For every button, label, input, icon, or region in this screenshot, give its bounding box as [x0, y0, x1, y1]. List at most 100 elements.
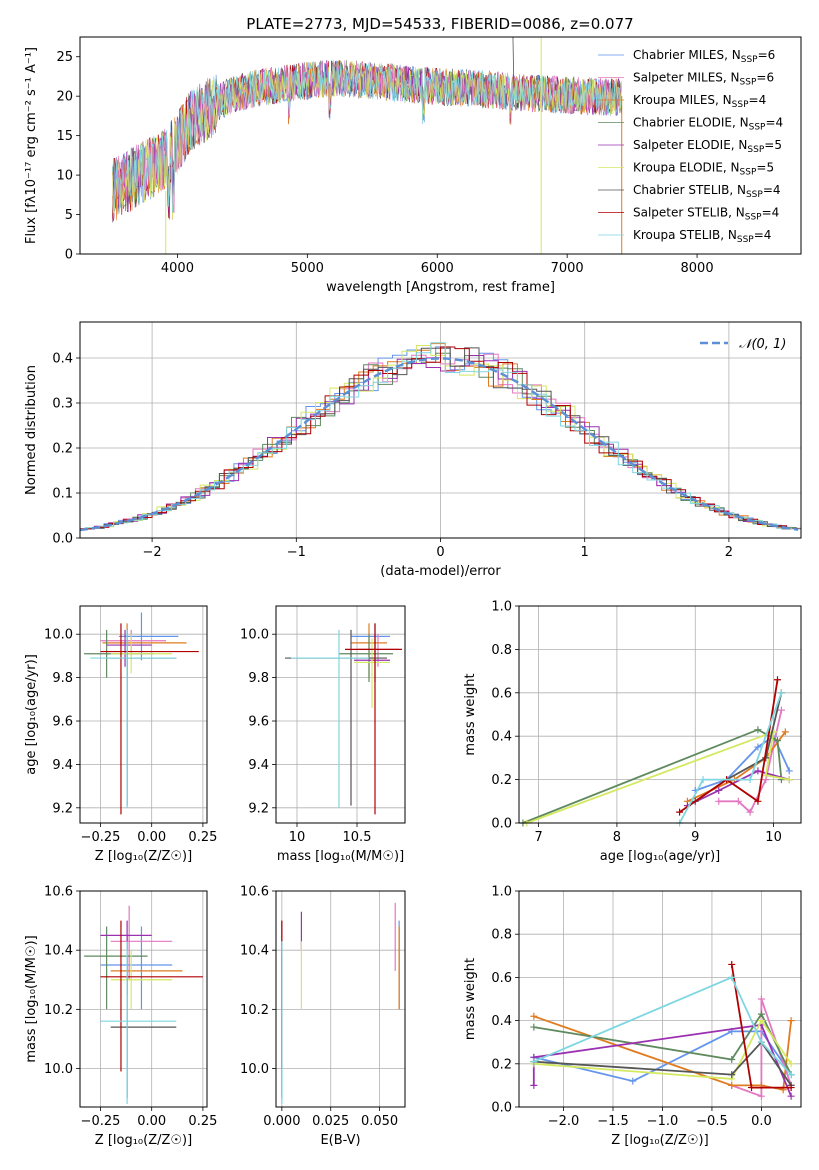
x-axis-label: Z [log₁₀(Z/Z☉)] [95, 1133, 192, 1148]
axis-frame-residuals: −2 −1 0 1 2 0.0 0.1 0.2 0.3 0.4 (data-model)/error… [24, 321, 802, 579]
weight-marker [676, 808, 684, 816]
weight-series [687, 769, 790, 807]
y-axis-label: mass weight [463, 958, 478, 1040]
x-tick-label: −1.0 [647, 1114, 679, 1129]
plot-border [79, 605, 208, 824]
x-tick-label: −0.25 [81, 830, 121, 845]
y-axis-label: Normed distribution [24, 365, 39, 495]
x-tick-label: 0.025 [312, 1114, 349, 1129]
weight-series [532, 1023, 792, 1097]
x-axis-label: age [log₁₀(age/yr)] [600, 849, 721, 864]
x-tick-label: 7 [534, 830, 542, 845]
x-tick-label: 7000 [551, 261, 584, 276]
axis-frame-age-vs-mass: 10 10.5 9.2 9.4 9.6 9.8 10.0 mass [log₁₀(M/M☉)] [240, 605, 406, 864]
legend-label: Chabrier STELIB, NSSP=4 [633, 183, 781, 200]
weight-marker [787, 1060, 795, 1068]
y-tick-label: 10.2 [240, 1003, 269, 1018]
weight-series [526, 730, 790, 824]
legend-label: Kroupa STELIB, NSSP=4 [633, 228, 771, 245]
x-tick-label: −1 [287, 545, 306, 560]
weight-marker [777, 689, 785, 697]
weight-marker [754, 726, 762, 734]
y-tick-label: 10.0 [240, 628, 269, 643]
weight-series [533, 976, 792, 1076]
weight-marker [787, 1084, 795, 1092]
x-axis-label: E(B-V) [320, 1133, 360, 1148]
axis-frame-age-vs-Z: −0.25 0.00 0.25 9.2 9.4 9.6 9.8 10.0 Z [log₁₀(Z/… [24, 605, 217, 864]
weight-marker [530, 1058, 538, 1066]
weight-marker [787, 1092, 795, 1100]
weights-weight-vs-age [519, 676, 793, 827]
axis-frame-mass-vs-Z: −0.25 0.00 0.25 10.0 10.2 10.4 10.6 Z [log₁₀(Z/… [24, 885, 217, 1149]
axis-frame-mass-vs-EBV: 0.000 0.025 0.050 10.0 10.2 10.4 10.6 E(B-V) [240, 885, 406, 1148]
y-tick-label: 10.2 [44, 1003, 73, 1018]
weight-marker [746, 808, 754, 816]
weight-marker [787, 1071, 795, 1079]
weight-marker [754, 767, 762, 775]
y-tick-label: 0.8 [491, 643, 512, 658]
y-axis-label: age [log₁₀(age/yr)] [24, 654, 39, 775]
weight-marker [754, 743, 762, 751]
y-tick-label: 10.0 [240, 1062, 269, 1077]
weight-marker [728, 1055, 736, 1063]
y-tick-label: 9.6 [248, 715, 269, 730]
weight-series [679, 679, 779, 813]
x-tick-label: 9 [691, 830, 699, 845]
y-tick-label: 0.3 [52, 397, 73, 412]
weight-marker [757, 1092, 765, 1100]
x-tick-label: −0.5 [696, 1114, 728, 1129]
y-tick-label: 9.6 [52, 715, 73, 730]
x-tick-label: 0.00 [137, 830, 166, 845]
legend-label: Kroupa ELODIE, NSSP=5 [633, 161, 774, 178]
y-tick-label: 10.0 [44, 1062, 73, 1077]
y-tick-label: 15 [56, 129, 73, 144]
x-tick-label: 0.25 [188, 1114, 217, 1129]
spectrum-lines [112, 37, 623, 254]
x-tick-label: 0.0 [751, 1114, 772, 1129]
weight-series [533, 1018, 792, 1080]
legend-label: Chabrier MILES, NSSP=6 [633, 48, 775, 65]
y-tick-label: 9.4 [248, 758, 269, 773]
y-tick-label: 10 [56, 169, 73, 184]
y-tick-label: 0.4 [491, 730, 512, 745]
y-tick-label: 10.6 [240, 885, 269, 900]
legend-label: Salpeter ELODIE, NSSP=5 [633, 138, 782, 155]
y-tick-label: 0.0 [491, 1101, 512, 1116]
x-tick-label: 0 [436, 545, 444, 560]
y-tick-label: 0.6 [491, 971, 512, 986]
axis-frame-spectrum: 4000 5000 6000 7000 8000 0 5 10 15 20 25 wavelength… [24, 36, 802, 295]
y-tick-label: 0.4 [491, 1014, 512, 1029]
weight-marker [748, 1084, 756, 1092]
weight-marker [728, 1081, 736, 1089]
weight-marker [757, 1038, 765, 1046]
plot-border [518, 605, 802, 824]
spectrum-model-line [112, 59, 622, 214]
x-axis-label: mass [log₁₀(M/M☉)] [277, 849, 404, 864]
x-tick-label: 0.050 [361, 1114, 398, 1129]
weight-marker [699, 776, 707, 784]
x-tick-label: 0.25 [188, 830, 217, 845]
x-tick-label: 10.5 [343, 830, 372, 845]
plot-layer: 4000 5000 6000 7000 80000510152025wavelength… [24, 36, 802, 1149]
weight-marker [757, 1017, 765, 1025]
y-tick-label: 20 [56, 90, 73, 105]
spectrum-legend: Chabrier MILES, NSSP=6 Salpeter MILES, NS… [598, 48, 783, 245]
y-tick-label: 0.6 [491, 686, 512, 701]
legend-label: Salpeter MILES, NSSP=6 [633, 71, 774, 88]
weight-series [678, 692, 783, 824]
weights-weight-vs-Z [530, 960, 795, 1100]
y-tick-label: 0.0 [52, 532, 73, 547]
x-tick-label: 10 [289, 830, 306, 845]
axis-frame-weight-vs-age: 7 8 9 10 0.0 0.2 0.4 0.6 0.8 1.0 age [log₁₀(age/yr… [463, 600, 802, 864]
plot-border [275, 605, 406, 824]
weight-marker [785, 776, 793, 784]
y-tick-label: 1.0 [491, 885, 512, 900]
errorbars-mass-vs-EBV [281, 902, 400, 1105]
x-tick-label: 0.000 [263, 1114, 300, 1129]
legend-label: Chabrier ELODIE, NSSP=4 [633, 116, 783, 133]
x-tick-label: 5000 [291, 261, 324, 276]
x-tick-label: 8000 [681, 261, 714, 276]
x-tick-label: −2 [143, 545, 162, 560]
y-tick-label: 1.0 [491, 600, 512, 615]
histogram-steps [79, 342, 801, 532]
